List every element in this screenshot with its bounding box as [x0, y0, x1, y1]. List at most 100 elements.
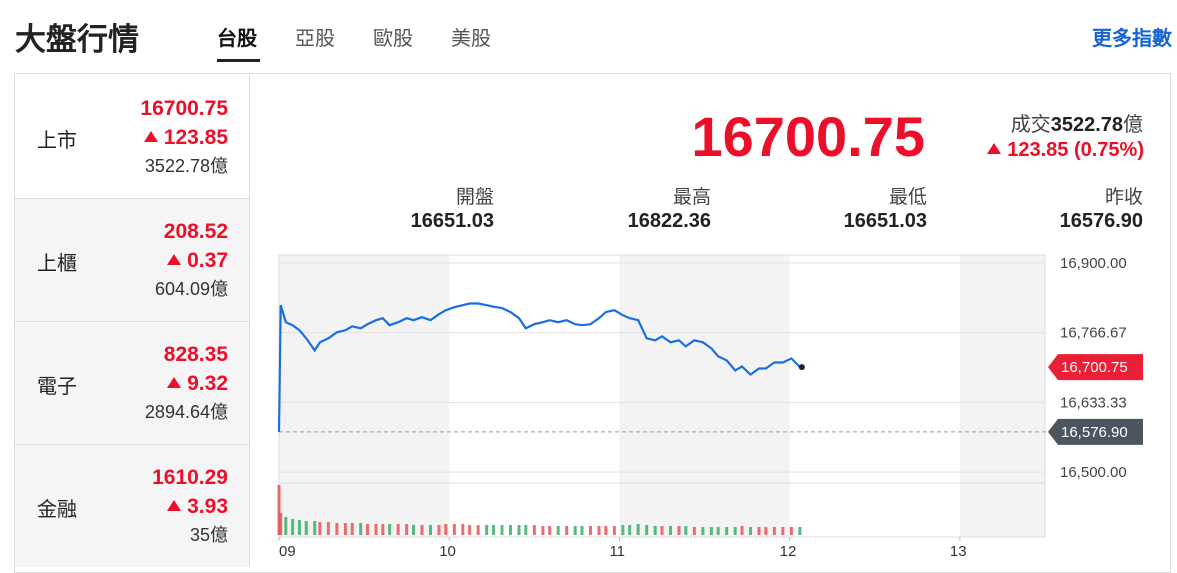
stat-label: 昨收: [1104, 187, 1143, 208]
volume-bar: [396, 524, 400, 535]
y-tick-label: 16,766.67: [1060, 325, 1127, 342]
index-price: 1610.29: [152, 466, 228, 489]
volume-bar: [645, 525, 649, 535]
last-point: [798, 364, 805, 371]
up-arrow: [167, 500, 182, 511]
session-band: [619, 255, 790, 537]
price-tag: [1048, 418, 1143, 445]
volume-bar: [612, 526, 616, 535]
volume-bar: [343, 523, 347, 535]
unit: 億: [210, 279, 228, 299]
volume-bar: [757, 527, 761, 535]
change: 3.93: [187, 495, 228, 518]
volume-bar: [304, 521, 308, 535]
stat-value: 16651.03: [410, 210, 494, 232]
y-tick-label: 16,500.00: [1060, 464, 1127, 481]
tab[interactable]: 美股: [451, 28, 491, 50]
index-change: 9.32: [167, 372, 228, 396]
volume-bar: [291, 519, 295, 535]
index-volume: 3522.78億: [145, 152, 228, 178]
stat-value: 16822.36: [627, 210, 711, 232]
volume-bar: [452, 524, 456, 535]
volume-bar: [789, 527, 793, 535]
volume-bar: [798, 527, 802, 535]
volume-bar: [541, 526, 545, 535]
volume-bar: [532, 525, 536, 535]
index-change: 0.37: [167, 249, 228, 273]
volume-bar: [589, 526, 593, 535]
volume-bar: [359, 523, 363, 535]
index-row[interactable]: [15, 321, 250, 444]
more-link[interactable]: 更多指數: [1092, 28, 1172, 50]
volume-bar: [468, 525, 472, 535]
unit: 億: [210, 402, 228, 422]
index-row[interactable]: [15, 198, 250, 321]
volume-bar: [725, 527, 729, 535]
volume-bar: [597, 526, 601, 535]
volume-bar: [692, 527, 696, 535]
volume-label: 成交: [1010, 114, 1051, 136]
y-tick-label: 16,633.33: [1060, 394, 1127, 411]
stat-label: 最低: [888, 187, 927, 208]
volume-bar: [628, 525, 632, 535]
volume-bar: [669, 526, 673, 535]
volume: 3522.78: [144, 156, 210, 176]
index-price: 208.52: [163, 220, 228, 243]
price-line: [277, 302, 801, 432]
tab-underline: [217, 59, 260, 62]
session-band: [959, 255, 1045, 537]
index-volume: 604.09億: [155, 275, 228, 301]
tab[interactable]: 台股: [217, 28, 257, 50]
volume-bar: [366, 524, 370, 535]
stat-value: 16651.03: [843, 210, 927, 232]
volume-bar: [709, 527, 713, 535]
index-name: 上市: [37, 130, 77, 152]
volume-bar: [284, 517, 288, 535]
volume-bar: [279, 513, 283, 535]
volume-bar: [476, 525, 480, 535]
index-row[interactable]: [15, 75, 250, 198]
volume-bar: [297, 520, 301, 535]
volume-bar: [781, 527, 785, 535]
up-arrow: [143, 131, 158, 142]
volume-bar: [444, 524, 448, 535]
change: 123.85: [1007, 139, 1069, 161]
volume: 604.09: [154, 279, 210, 299]
volume-bar: [701, 527, 705, 535]
index-change: 123.85: [143, 126, 228, 150]
volume-bar: [548, 526, 552, 535]
volume-bar: [405, 524, 409, 535]
volume-bar: [573, 526, 577, 535]
price-tag-label: 16,576.90: [1061, 424, 1128, 441]
volume-bar: [411, 525, 415, 535]
index-row[interactable]: [15, 444, 250, 567]
x-tick-label: 12: [780, 543, 797, 560]
volume-value: 3522.78: [1050, 114, 1123, 136]
volume-bar: [350, 523, 354, 535]
volume-bar: [500, 525, 504, 535]
index-name: 電子: [37, 376, 77, 398]
volume-bar: [318, 522, 322, 535]
change-pct: (0.75%): [1073, 139, 1144, 161]
index-name: 上櫃: [37, 253, 77, 275]
index-name: 金融: [37, 499, 77, 521]
volume-bar: [491, 525, 495, 535]
volume-bar: [374, 524, 378, 535]
volume-bar: [580, 526, 584, 535]
tab[interactable]: 歐股: [373, 28, 413, 50]
y-tick-label: 16,900.00: [1060, 255, 1127, 272]
volume-bar: [381, 524, 385, 535]
change: 9.32: [187, 372, 228, 395]
volume-bar: [326, 522, 330, 535]
volume-bar: [524, 525, 528, 535]
change: 0.37: [187, 249, 228, 272]
volume-bar: [733, 527, 737, 535]
index-volume: 2894.64億: [145, 398, 228, 424]
tab[interactable]: 亞股: [295, 28, 335, 50]
volume-bar: [335, 523, 339, 535]
volume-bar: [604, 526, 608, 535]
stat-value: 16576.90: [1059, 210, 1143, 232]
stat-label: 最高: [672, 187, 711, 208]
volume-bar: [388, 524, 392, 535]
